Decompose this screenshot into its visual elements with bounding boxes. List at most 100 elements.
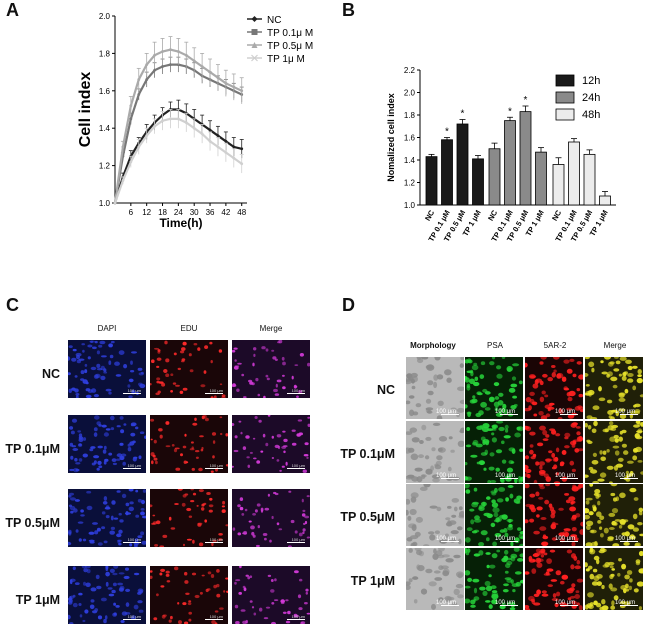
cell [613,595,619,601]
cell [598,386,602,392]
cell [508,524,513,528]
cell [551,452,556,458]
data-point [169,63,172,67]
cell [591,460,599,465]
cell [528,374,536,379]
cell [570,595,576,599]
cell [137,535,143,539]
cell [181,358,186,361]
cell [135,426,139,430]
cell [225,524,228,527]
cell [525,407,531,412]
cell [203,415,207,419]
cell [163,369,168,373]
data-point [121,145,125,149]
cell [411,385,416,390]
cell [488,466,495,471]
cell [545,458,552,462]
cell [189,448,195,451]
cell [116,533,122,538]
cell [156,365,160,368]
cell [519,531,523,535]
cell [68,372,71,376]
cell [569,506,576,512]
scale-label: 100 μm [291,463,305,468]
cell [108,391,112,395]
cell [177,489,183,491]
scale-label: 100 μm [495,409,516,415]
cell [576,431,581,436]
cell [436,415,443,419]
data-point [200,65,204,68]
y-tick-label: 1.4 [99,124,111,133]
scale-label: 100 μm [436,409,457,415]
cell [571,468,576,473]
cell [303,454,309,457]
cell [457,594,464,599]
cell [438,447,443,452]
y-tick-label: 1.4 [404,156,416,165]
cell [590,529,595,533]
cell [174,447,180,450]
cell [496,373,503,379]
micrograph-d-psa-3: 100 μm [465,548,523,610]
cell [549,428,556,431]
cell [182,341,187,346]
y-tick-label: 2.2 [404,66,416,75]
cell [213,395,217,398]
cell [97,615,103,620]
cell [211,542,214,547]
cell [517,558,523,562]
cell [118,529,123,534]
cell [128,489,134,492]
cell [250,525,255,530]
cell [243,587,247,592]
chart-b: 1.0 1.2 1.4 1.6 1.8 2.0 2.2 Nomalized cell inde… [386,66,616,243]
x-tick-label: 36 [206,208,215,217]
column-label-psa: PSA [486,341,503,350]
cell [609,574,614,580]
scale-label: 100 μm [209,537,223,542]
data-point [240,147,244,151]
cell [190,489,194,491]
cell [637,374,642,377]
cell [624,574,630,580]
cell [564,493,570,496]
cell [504,424,509,430]
cell [93,432,98,437]
cell [592,568,598,573]
cell [476,425,484,430]
cell [433,381,438,389]
cell [255,377,259,382]
cell [478,460,485,466]
cell [473,553,481,557]
bar [583,153,596,206]
cell [101,526,106,530]
cell [276,459,280,462]
cell [234,435,238,439]
cell [566,368,573,374]
cell [425,568,433,574]
cell [194,417,197,421]
cell [530,398,535,404]
cell [638,568,643,574]
cell [225,577,228,580]
cell [427,380,434,386]
cell [211,432,217,436]
cell [542,541,547,546]
cell [627,365,633,371]
cell [434,357,441,361]
cell [280,599,285,603]
cell [111,589,116,594]
cell [406,475,413,480]
cell [307,423,310,427]
cell [105,566,109,570]
cell [214,610,219,613]
cell [82,437,87,441]
cell [101,424,107,428]
cell [168,516,172,521]
cell [173,448,178,453]
cell [561,376,567,382]
cell [519,579,523,584]
cell [533,530,540,535]
